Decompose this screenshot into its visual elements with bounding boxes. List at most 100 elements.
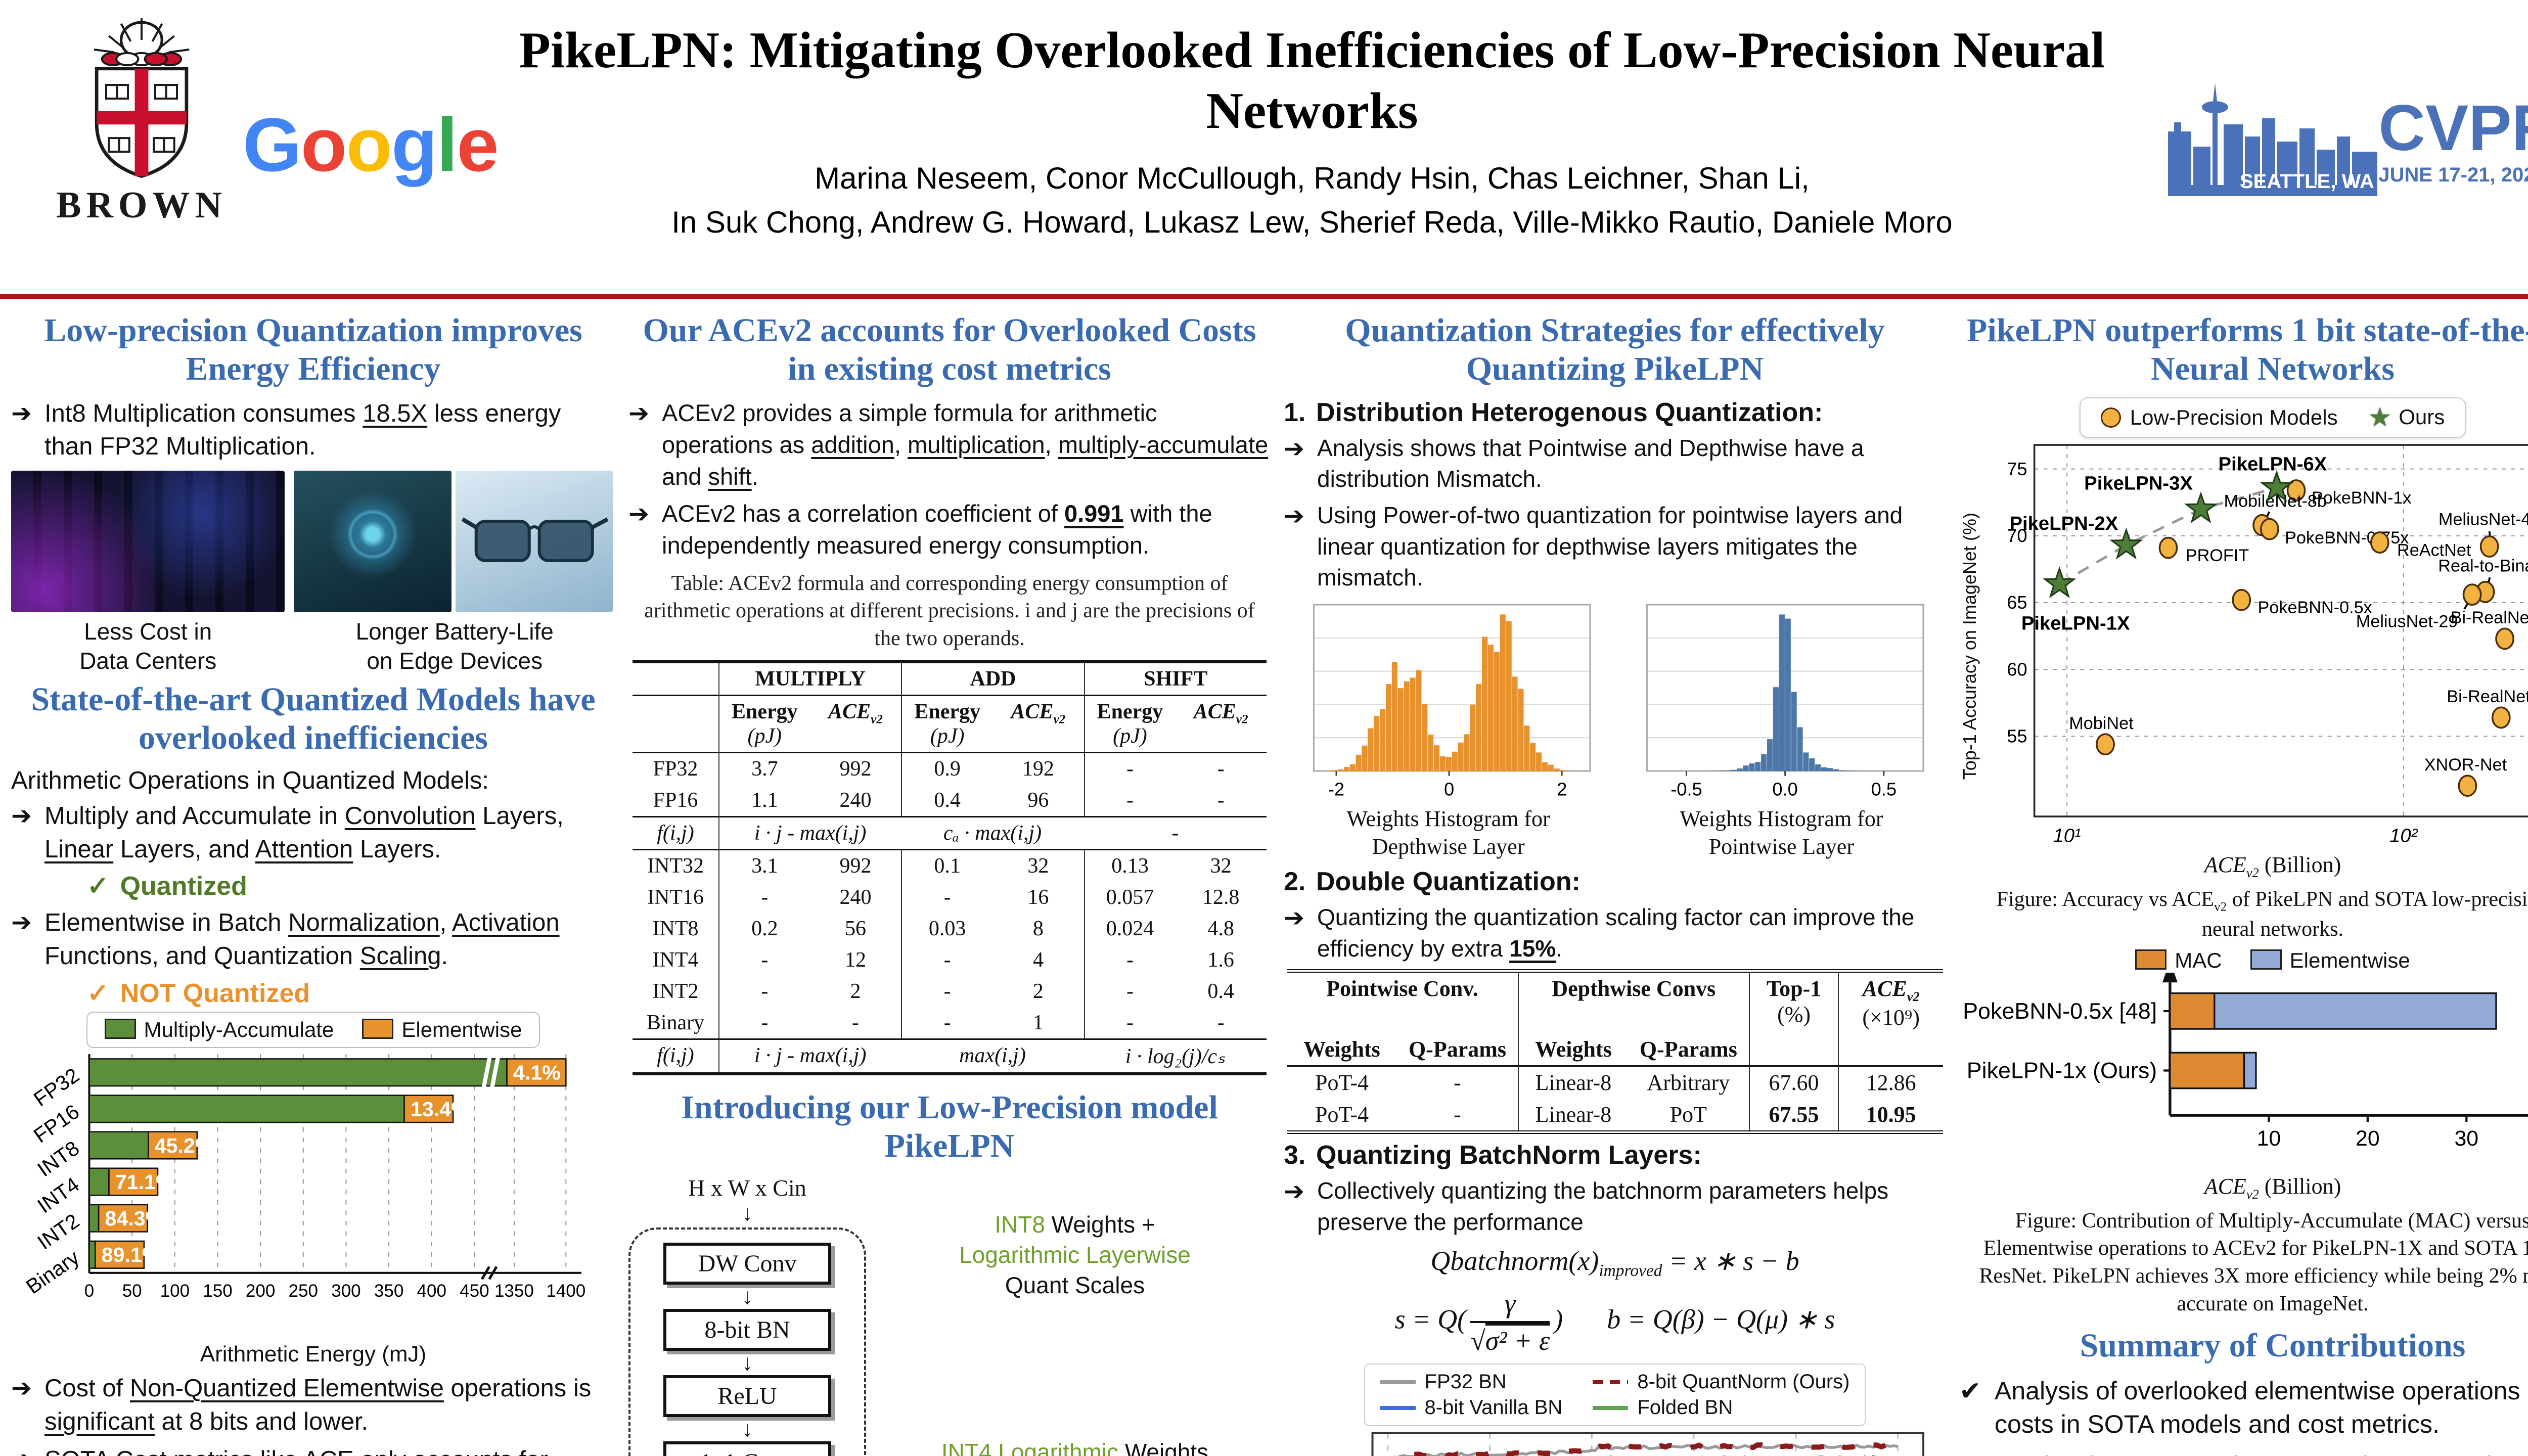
- datacenter-figure: Less Cost in Data Centers: [11, 471, 285, 675]
- legend-item-elementwise: Elementwise: [362, 1018, 522, 1042]
- scatter-ylabel: Top-1 Accuracy on ImageNet (%): [1959, 513, 1980, 780]
- caption-depthwise-hist: Weights Histogram for Depthwise Layer: [1346, 806, 1550, 859]
- header-divider: [0, 294, 2528, 299]
- bullet-pot-linear: ➔ Using Power-of-two quantization for poi…: [1284, 500, 1946, 594]
- svg-text:100: 100: [160, 1281, 190, 1301]
- energy-chart-xlabel: Arithmetic Energy (mJ): [200, 1342, 427, 1367]
- energy-chart-legend: Multiply-Accumulate Elementwise: [86, 1011, 540, 1048]
- separable-block: DW Conv ↓ 8-bit BN ↓ ReLU ↓ 1x1 Conv ↓ 8…: [628, 1227, 866, 1456]
- checkmark-icon: ✔: [1959, 1377, 1981, 1406]
- macbar-legend: MAC Elementwise: [2135, 948, 2410, 973]
- svg-text:71.1%: 71.1%: [115, 1170, 174, 1193]
- check-icon: ✓: [87, 978, 109, 1008]
- cvpr-skyline-icon: SEATTLE, WA: [2168, 83, 2377, 196]
- mac-vs-elementwise-chart: 10 20 30 PokeBNN-0.5x [48] PikeLPN-1x (Ours): [1963, 961, 2528, 1151]
- section-title-outperforms: PikeLPN outperforms 1 bit state-of-the-a…: [1967, 312, 2528, 387]
- bn-plot-legend: FP32 BN 8-bit QuantNorm (Ours) 8-bit Van…: [1364, 1363, 1866, 1427]
- contribution-1: ✔ Analysis of overlooked elementwise oper…: [1959, 1374, 2528, 1441]
- cvpr-location: SEATTLE, WA: [2240, 170, 2374, 193]
- svg-text:84.3%: 84.3%: [105, 1207, 164, 1230]
- svg-text:Bi-RealNet-18: Bi-RealNet-18: [2447, 687, 2528, 706]
- authors-line-1: Marina Neseem, Conor McCullough, Randy H…: [815, 161, 1810, 195]
- svg-text:PikeLPN-3X: PikeLPN-3X: [2084, 473, 2193, 494]
- edge-devices-figure: Longer Battery-Life on Edge Devices: [294, 471, 615, 675]
- layer-1x1-conv: 1x1 Conv: [663, 1441, 831, 1456]
- svg-text:PikeLPN-2X: PikeLPN-2X: [2010, 513, 2118, 534]
- bn-training-plot: 02040600100200300400500: [1371, 1432, 1925, 1456]
- svg-text:0.5: 0.5: [1871, 779, 1897, 799]
- section-title-pikelpn: Introducing our Low-Precision model Pike…: [681, 1089, 1218, 1165]
- svg-text:FP32: FP32: [29, 1063, 83, 1111]
- cvpr-dates: JUNE 17-21, 2024: [2378, 164, 2528, 186]
- bullet-acev2-formula: ➔ ACEv2 provides a simple formula for ar…: [628, 397, 1271, 493]
- phone-image: [294, 471, 452, 613]
- arith-ops-intro: Arithmetic Operations in Quantized Model…: [11, 766, 489, 794]
- scatter-legend: Low-Precision Models ★ Ours: [2079, 397, 2466, 438]
- caption-pointwise-hist: Weights Histogram for Pointwise Layer: [1680, 806, 1883, 859]
- legend-vanilla-bn: 8-bit Vanilla BN: [1380, 1396, 1578, 1419]
- input-dims: H x W x Cin: [688, 1175, 806, 1201]
- section-title-strategies: Quantization Strategies for effectively …: [1345, 312, 1885, 387]
- bullet-batchnorm: ➔ Collectively quantizing the batchnorm p…: [1284, 1175, 1946, 1238]
- legend-quantnorm: 8-bit QuantNorm (Ours): [1593, 1371, 1849, 1393]
- authors: Marina Neseem, Conor McCullough, Randy H…: [516, 156, 2108, 244]
- svg-text:300: 300: [331, 1281, 360, 1301]
- annotation-int8: INT8 Weights + Logarithmic Layerwise Qua…: [959, 1211, 1191, 1298]
- svg-text:50: 50: [122, 1281, 142, 1301]
- svg-text:20: 20: [2356, 1126, 2380, 1151]
- svg-text:PikeLPN-1X: PikeLPN-1X: [2021, 612, 2130, 634]
- cvpr-logo: SEATTLE, WA CVPR JUNE 17-21, 2024: [2164, 76, 2528, 210]
- arrow-icon: ➔: [11, 399, 32, 427]
- column-acev2: Our ACEv2 accounts for Overlooked Costs …: [628, 306, 1271, 1456]
- svg-text:250: 250: [289, 1281, 318, 1301]
- layer-relu1: ReLU: [663, 1375, 831, 1418]
- svg-text:10²: 10²: [2389, 825, 2418, 846]
- brown-wordmark: BROWN: [56, 185, 227, 226]
- section-title-sota-inefficiencies: State-of-the-art Quantized Models have o…: [31, 681, 596, 756]
- cvpr-name: CVPR: [2378, 92, 2528, 164]
- arrow-icon: ➔: [1284, 904, 1305, 932]
- svg-text:-2: -2: [1328, 779, 1344, 799]
- poster-title: PikeLPN: Mitigating Overlooked Inefficie…: [519, 22, 2105, 140]
- svg-text:10¹: 10¹: [2053, 825, 2081, 846]
- svg-text:2: 2: [1557, 779, 1567, 799]
- svg-text:Binary: Binary: [22, 1245, 83, 1298]
- arrow-icon: ➔: [11, 1444, 44, 1456]
- arrow-icon: ➔: [1284, 1177, 1305, 1205]
- svg-text:75: 75: [2007, 459, 2027, 479]
- svg-text:150: 150: [203, 1281, 232, 1301]
- scatter-caption: Figure: Accuracy vs ACEv2 of PikeLPN and…: [1996, 888, 2528, 941]
- mac-swatch: [104, 1018, 136, 1039]
- svg-text:70: 70: [2007, 525, 2027, 546]
- layer-bn1: 8-bit BN: [663, 1309, 831, 1351]
- svg-text:FP16: FP16: [29, 1100, 83, 1147]
- svg-text:350: 350: [374, 1281, 403, 1301]
- svg-text:0.0: 0.0: [1772, 779, 1797, 799]
- scatter-xlabel: ACEv2 (Billion): [2204, 852, 2341, 881]
- svg-text:30: 30: [2455, 1126, 2479, 1151]
- check-quantized: ✓ Quantized: [87, 872, 247, 901]
- glasses-icon: [461, 517, 609, 563]
- legend-item-mac: Multiply-Accumulate: [104, 1018, 334, 1042]
- acev2-table-caption: Table: ACEv2 formula and corresponding e…: [644, 571, 1255, 650]
- macbar-xlabel: ACEv2 (Billion): [2204, 1174, 2341, 1202]
- svg-text:200: 200: [246, 1281, 275, 1301]
- svg-text:0: 0: [84, 1281, 94, 1301]
- elementwise-swatch: [362, 1018, 394, 1039]
- legend-fp32-bn: FP32 BN: [1380, 1371, 1578, 1393]
- depthwise-histogram: -2 0 2: [1313, 604, 1591, 799]
- bullet-acev2-correlation: ➔ ACEv2 has a correlation coefficient of…: [628, 498, 1271, 562]
- svg-text:4.1%: 4.1%: [513, 1061, 561, 1084]
- svg-text:PokeBNN-0.5x: PokeBNN-0.5x: [2258, 598, 2372, 617]
- authors-line-2: In Suk Chong, Andrew G. Howard, Lukasz L…: [671, 205, 1953, 239]
- google-logo: Google: [243, 101, 499, 189]
- google-letter: G: [243, 102, 302, 187]
- column-quantization-strategies: Quantization Strategies for effectively …: [1284, 306, 1946, 1456]
- svg-text:450: 450: [460, 1281, 489, 1301]
- bullet-mismatch: ➔ Analysis shows that Pointwise and Depth…: [1284, 433, 1946, 495]
- arrow-icon: ➔: [628, 500, 650, 528]
- brown-crest-icon: [94, 18, 190, 178]
- svg-text:Bi-RealNet-34: Bi-RealNet-34: [2451, 608, 2528, 627]
- acev2-table: MULTIPLY ADD SHIFT Energy (pJ) ACEv2 Ener…: [633, 660, 1267, 1076]
